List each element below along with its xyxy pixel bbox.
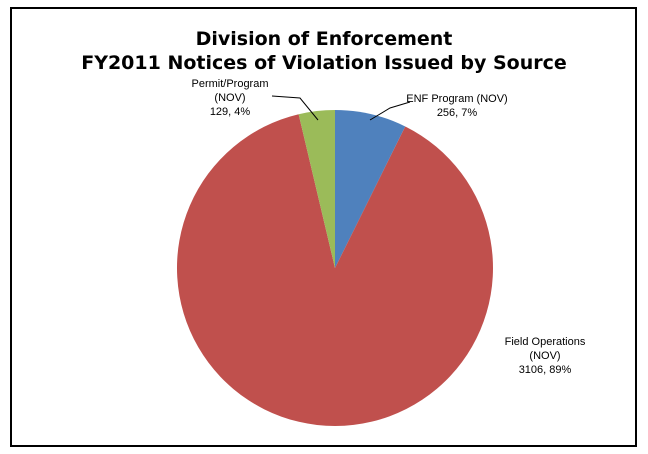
pie-slice-enf-program-nov: [335, 110, 406, 268]
data-label-enf-program-nov: ENF Program (NOV) 256, 7%: [406, 93, 507, 119]
leader-line-permit-program-nov: [271, 95, 319, 121]
pie-slice-permit-program-nov: [298, 110, 335, 268]
chart-subtitle: FY2011 Notices of Violation Issued by So…: [81, 52, 567, 74]
pie-slice-field-operations-nov: [176, 114, 493, 427]
chart-title: Division of Enforcement: [195, 28, 453, 50]
leader-line-enf-program-nov: [369, 101, 411, 121]
data-label-field-operations-nov: Field Operations (NOV) 3106, 89%: [505, 336, 586, 376]
data-label-permit-program-nov: Permit/Program (NOV) 129, 4%: [191, 78, 268, 118]
